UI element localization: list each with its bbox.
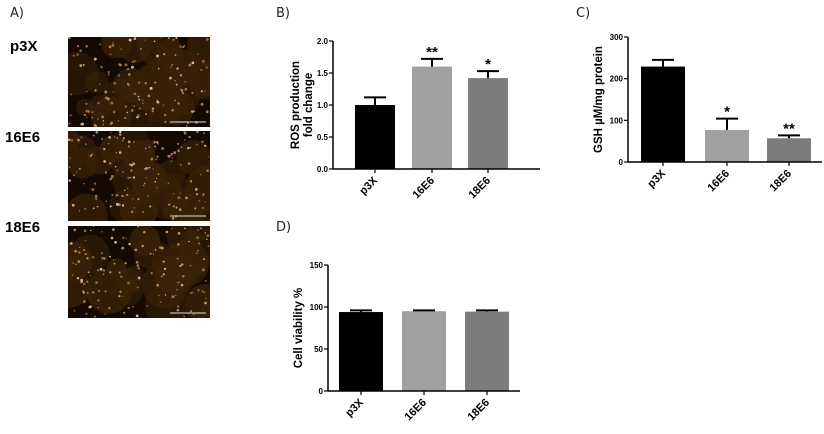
row-label-16e6: 16E6 (5, 129, 41, 146)
y-tick-label: 0 (319, 387, 324, 396)
bar-p3x (339, 309, 383, 391)
bar-p3x (641, 58, 685, 162)
bar-18e6 (465, 309, 509, 391)
y-tick-label: 1.5 (317, 69, 329, 78)
significance-marker: * (724, 104, 730, 121)
significance-marker: ** (783, 120, 795, 137)
y-axis-title: GSH µM/mg protein (593, 46, 605, 153)
bar-16e6 (705, 117, 749, 162)
y-tick-label: 0.5 (317, 133, 329, 142)
panel-a-letter: A) (10, 6, 24, 21)
row-label-18e6: 18E6 (5, 219, 41, 236)
y-tick-label: 0.0 (317, 165, 329, 174)
significance-marker: * (485, 56, 491, 73)
bar-16e6 (402, 309, 446, 391)
bar-18e6 (767, 134, 811, 162)
micrograph-p3x (68, 37, 210, 127)
micrograph-16e6 (68, 131, 210, 221)
y-tick-label: 1.0 (317, 101, 329, 110)
panel-d-letter: D) (276, 220, 292, 235)
y-tick-label: 0 (619, 158, 624, 167)
y-axis-title: ROS production (290, 61, 302, 149)
micrograph-18e6 (68, 226, 210, 318)
y-tick-label: 2.0 (317, 37, 329, 46)
panel-b-letter: B) (276, 6, 290, 21)
bar-16e6 (412, 57, 452, 169)
x-tick-label: 16E6 (402, 397, 429, 424)
row-label-p3x: p3X (10, 38, 38, 55)
y-tick-label: 50 (314, 345, 323, 354)
bar-18e6 (468, 70, 508, 169)
x-tick-label: 18E6 (465, 397, 492, 424)
y-tick-label: 200 (610, 75, 624, 84)
significance-marker: ** (426, 44, 438, 61)
y-axis-title: fold change (303, 73, 315, 138)
panel-c-letter: C) (576, 6, 591, 21)
x-tick-label: p3X (343, 396, 366, 419)
y-tick-label: 100 (310, 303, 324, 312)
y-tick-label: 100 (610, 116, 624, 125)
bar-p3x (355, 96, 395, 169)
y-axis-title: Cell viability % (293, 288, 305, 369)
y-tick-label: 300 (610, 33, 624, 42)
y-tick-label: 150 (310, 261, 324, 270)
